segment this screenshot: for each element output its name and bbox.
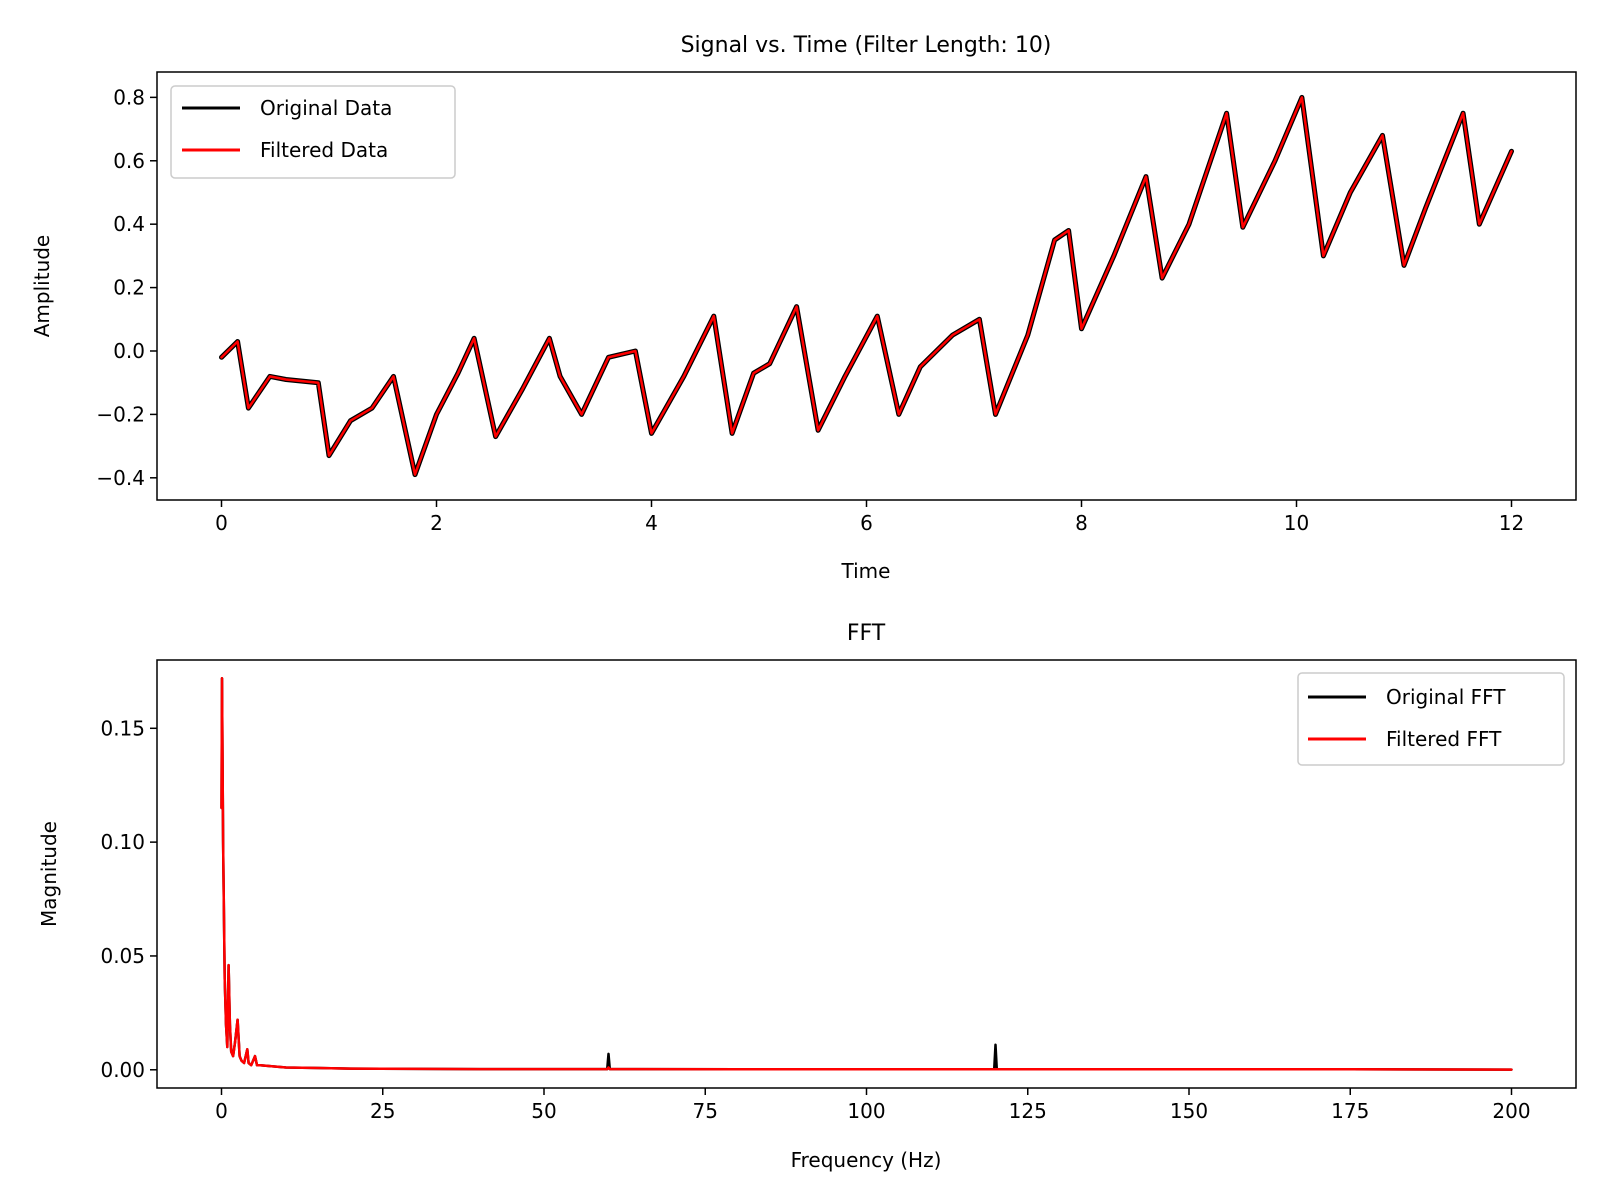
fft-y-ticks: 0.00 0.05 0.10 0.15 <box>100 716 157 1082</box>
fft-x-tick-label: 150 <box>1170 1099 1208 1123</box>
fft-legend: Original FFT Filtered FFT <box>1297 672 1565 766</box>
signal-y-tick-label: 0.0 <box>113 339 145 363</box>
signal-x-tick-label: 4 <box>645 511 658 535</box>
signal-x-tick-label: 6 <box>860 511 873 535</box>
fft-x-tick-label: 0 <box>215 1099 228 1123</box>
signal-title: Signal vs. Time (Filter Length: 10) <box>681 33 1052 58</box>
signal-plot-area <box>219 94 1514 478</box>
series-line-filtered-data <box>220 96 1513 476</box>
fft-title: FFT <box>847 621 886 646</box>
signal-y-tick-label: 0.4 <box>113 212 145 236</box>
signal-x-tick-label: 0 <box>215 511 228 535</box>
fft-plot-area <box>220 676 1513 1071</box>
signal-x-ticks: 0 2 4 6 8 10 12 <box>215 500 1524 535</box>
fft-x-axis-label: Frequency (Hz) <box>791 1148 942 1172</box>
fft-y-tick-label: 0.05 <box>100 944 145 968</box>
fft-x-tick-label: 100 <box>847 1099 885 1123</box>
signal-x-tick-label: 12 <box>1499 511 1524 535</box>
fft-y-axis-label: Magnitude <box>37 821 61 927</box>
fft-x-tick-label: 25 <box>370 1099 395 1123</box>
legend-label-original-data: Original Data <box>260 96 392 120</box>
fft-x-tick-label: 125 <box>1009 1099 1047 1123</box>
signal-x-tick-label: 2 <box>430 511 443 535</box>
fft-x-tick-label: 75 <box>693 1099 718 1123</box>
fft-y-tick-label: 0.00 <box>100 1058 145 1082</box>
fft-x-tick-label: 50 <box>531 1099 556 1123</box>
signal-y-tick-label: 0.2 <box>113 276 145 300</box>
signal-x-tick-label: 8 <box>1075 511 1088 535</box>
fft-panel: FFT 0 25 50 75 100 125 150 175 200 0.000.050.100… <box>37 621 1577 1172</box>
signal-y-ticks: −0.4 −0.2 0.0 0.2 0.4 0.6 0.8 <box>96 85 157 490</box>
signal-x-axis-label: Time <box>841 559 891 583</box>
signal-y-axis-label: Amplitude <box>30 235 54 338</box>
legend-label-original-fft: Original FFT <box>1386 685 1506 709</box>
signal-legend: Original Data Filtered Data <box>170 85 456 179</box>
signal-y-tick-label: 0.6 <box>113 149 145 173</box>
signal-y-tick-label: −0.4 <box>96 466 145 490</box>
signal-y-tick-label: −0.2 <box>96 402 145 426</box>
fft-y-tick-label: 0.10 <box>100 830 145 854</box>
signal-x-tick-label: 10 <box>1284 511 1309 535</box>
fft-x-ticks: 0 25 50 75 100 125 150 175 200 <box>215 1088 1531 1123</box>
signal-y-tick-label: 0.8 <box>113 85 145 109</box>
fft-y-tick-label: 0.15 <box>100 716 145 740</box>
legend-label-filtered-fft: Filtered FFT <box>1386 727 1502 751</box>
fft-x-tick-label: 200 <box>1492 1099 1530 1123</box>
legend-label-filtered-data: Filtered Data <box>260 138 388 162</box>
signal-panel: Signal vs. Time (Filter Length: 10) 0 2 4 6… <box>30 33 1577 583</box>
fft-x-tick-label: 175 <box>1331 1099 1369 1123</box>
series-line-filtered-fft <box>220 676 1513 1071</box>
signal-legend-box <box>170 85 456 179</box>
